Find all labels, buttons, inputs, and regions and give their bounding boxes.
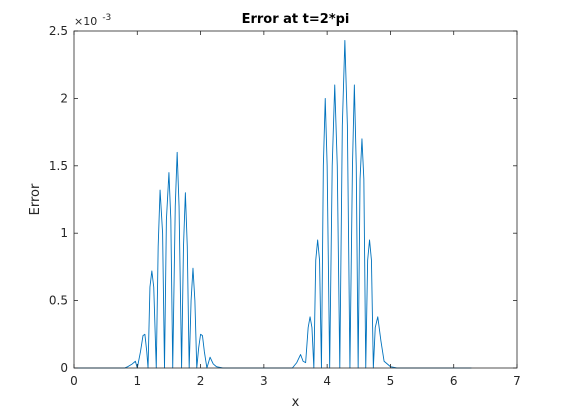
y-exponent-base: ×10 xyxy=(74,15,97,28)
x-tick-label: 1 xyxy=(133,374,141,388)
y-tick-label: 0 xyxy=(60,361,68,375)
x-tick-label: 2 xyxy=(197,374,205,388)
x-tick-label: 4 xyxy=(323,374,331,388)
x-tick-label: 3 xyxy=(260,374,268,388)
plot-area xyxy=(74,31,517,368)
chart-title: Error at t=2*pi xyxy=(242,12,350,27)
y-exponent-power: -3 xyxy=(102,13,111,23)
x-axis-label: x xyxy=(292,395,300,410)
y-tick-label: 2.5 xyxy=(49,24,68,38)
y-exponent-label: ×10 -3 xyxy=(74,10,111,29)
y-tick-label: 2 xyxy=(60,91,68,105)
y-tick-label: 1.5 xyxy=(49,159,68,173)
x-tick-label: 0 xyxy=(70,374,78,388)
y-tick-label: 0.5 xyxy=(49,294,68,308)
x-tick-label: 7 xyxy=(513,374,521,388)
y-axis-label: Error xyxy=(28,183,43,215)
y-tick-label: 1 xyxy=(60,226,68,240)
x-tick-label: 5 xyxy=(387,374,395,388)
x-tick-label: 6 xyxy=(450,374,458,388)
